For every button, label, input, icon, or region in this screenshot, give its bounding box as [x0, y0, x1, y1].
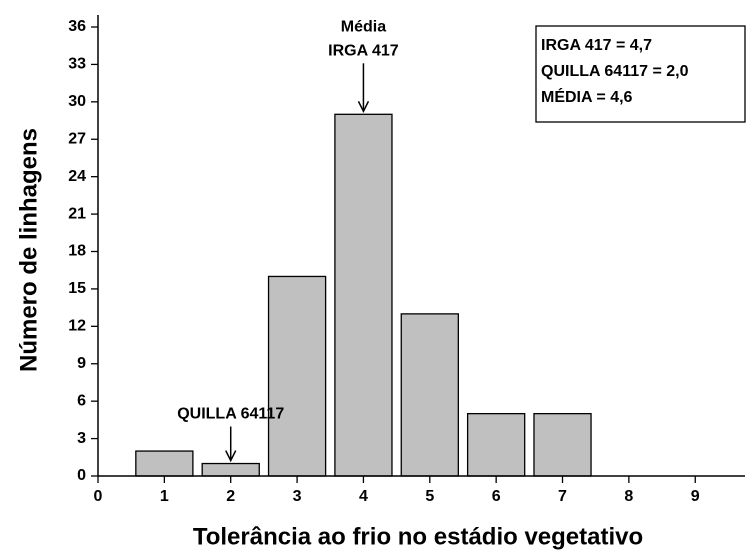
- annotation-text: Média: [341, 19, 386, 36]
- y-tick-label: 3: [77, 430, 86, 447]
- arrow-head: [225, 450, 237, 463]
- y-tick-label: 36: [68, 18, 86, 35]
- text-box-line: IRGA 417 = 4,7: [541, 37, 652, 54]
- x-tick-label: 4: [359, 488, 368, 505]
- annotation-text: QUILLA 64117: [177, 406, 284, 423]
- y-tick-label: 18: [68, 243, 86, 260]
- x-tick-label: 3: [293, 488, 302, 505]
- x-tick-label: 1: [160, 488, 169, 505]
- y-tick-label: 33: [68, 56, 86, 73]
- bar: [135, 450, 194, 477]
- y-tick-label: 6: [77, 392, 86, 409]
- y-tick-label: 0: [77, 467, 86, 484]
- bar: [466, 412, 526, 477]
- bar: [400, 313, 459, 477]
- y-tick-label: 30: [68, 93, 86, 110]
- arrow-head: [357, 100, 370, 113]
- annotation-text: IRGA 417: [328, 43, 399, 60]
- x-tick-label: 7: [558, 488, 567, 505]
- text-box-line: QUILLA 64117 = 2,0: [541, 63, 689, 80]
- bar: [533, 412, 592, 477]
- text-box: [535, 25, 746, 123]
- y-tick-label: 12: [68, 318, 86, 335]
- y-tick-label: 9: [77, 355, 86, 372]
- x-tick-label: 2: [226, 488, 235, 505]
- y-axis-label: Número de linhagens: [15, 128, 42, 372]
- text-box-line: MÉDIA = 4,6: [541, 87, 633, 106]
- x-axis-label: Tolerância ao frio no estádio vegetativo: [193, 523, 643, 550]
- x-tick-label: 0: [94, 488, 103, 505]
- y-tick-label: 15: [68, 280, 86, 297]
- x-tick-label: 8: [624, 488, 633, 505]
- bar: [201, 462, 260, 477]
- x-tick-label: 5: [425, 488, 434, 505]
- y-tick-label: 27: [68, 130, 86, 147]
- y-tick-label: 24: [68, 168, 86, 185]
- bar: [267, 275, 327, 477]
- x-tick-label: 6: [492, 488, 501, 505]
- y-tick-label: 21: [68, 205, 86, 222]
- bar: [334, 113, 393, 477]
- x-tick-label: 9: [691, 488, 700, 505]
